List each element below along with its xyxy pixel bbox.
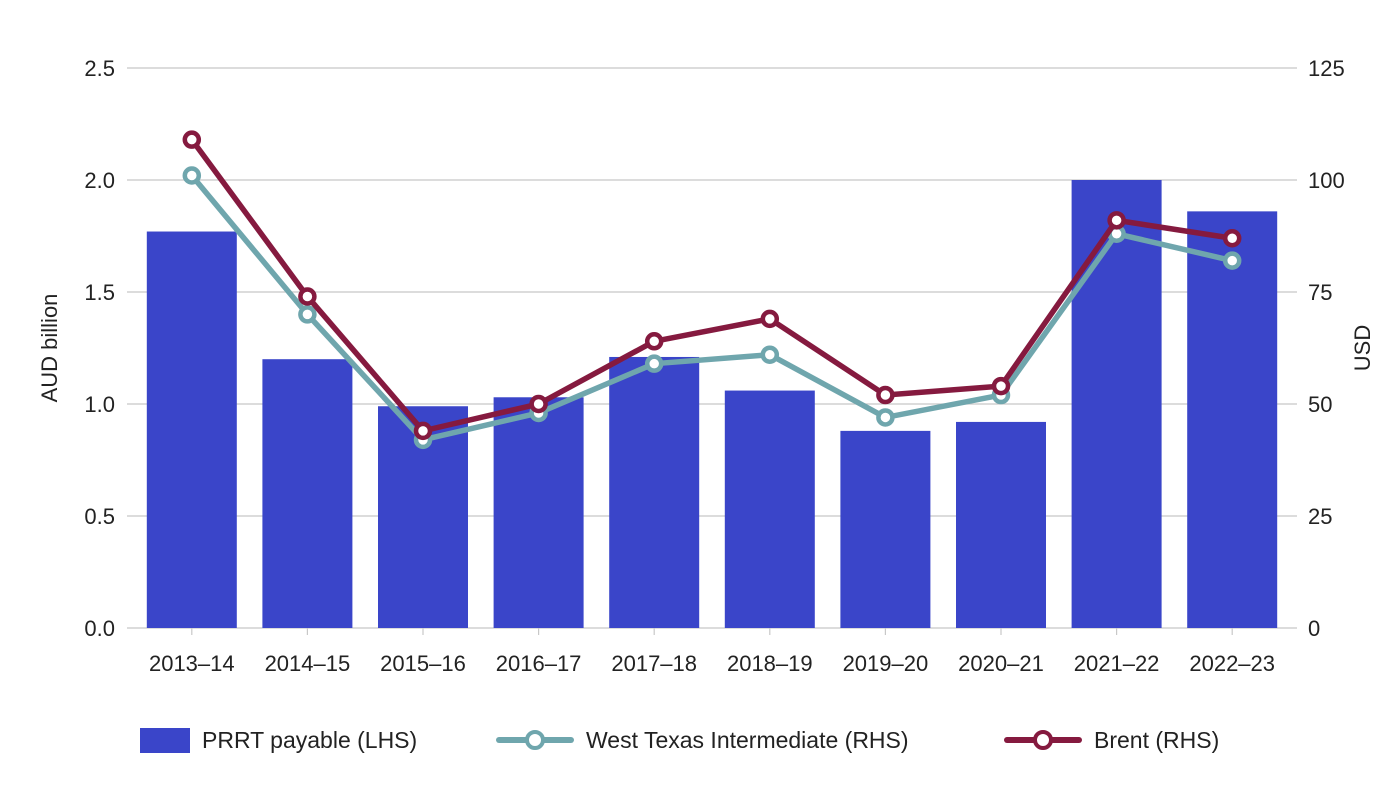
point-wti [182, 166, 202, 185]
point-brent [876, 385, 895, 405]
left-tick-label: 2.5 [84, 56, 115, 81]
x-tick-label: 2015–16 [380, 651, 466, 676]
right-tick-label: 100 [1308, 168, 1345, 193]
point-brent [991, 376, 1011, 396]
legend-item-brent: Brent (RHS) [1004, 722, 1219, 758]
line-brent [189, 138, 1233, 434]
lines [182, 130, 1242, 450]
point-wti [298, 305, 317, 324]
left-tick-label: 2.0 [84, 168, 115, 193]
point-wti [1222, 251, 1242, 270]
x-axis-ticks: 2013–14 2014–15 2015–16 2016–17 2017–18 2018–… [149, 628, 1275, 676]
x-tick-label: 2022–23 [1189, 651, 1275, 676]
legend-item-wti: West Texas Intermediate (RHS) [496, 722, 909, 758]
bar-prrt [1071, 180, 1162, 628]
x-tick-label: 2019–20 [843, 651, 929, 676]
point-brent [1222, 228, 1242, 248]
series-brent [182, 130, 1242, 441]
legend-label-brent: Brent (RHS) [1094, 726, 1220, 753]
x-tick-label: 2020–21 [958, 651, 1044, 676]
right-tick-label: 75 [1308, 280, 1332, 305]
left-tick-label: 0.0 [84, 616, 115, 641]
x-tick-label: 2013–14 [149, 651, 235, 676]
point-brent [760, 309, 780, 329]
point-brent [1107, 211, 1126, 230]
bar-prrt [724, 390, 815, 628]
point-wti [760, 345, 780, 364]
x-tick-label: 2021–22 [1074, 651, 1160, 676]
point-brent [182, 130, 202, 149]
right-tick-label: 50 [1308, 392, 1332, 417]
point-brent [298, 287, 317, 306]
bar-prrt [840, 430, 931, 628]
chart: 0.0 0.5 1.0 1.5 2.0 2.5 0 25 50 75 100 125 2013–14… [37, 56, 1375, 676]
legend: PRRT payable (LHS) West Texas Intermedia… [0, 722, 1378, 762]
point-wti [644, 354, 664, 373]
x-tick-label: 2018–19 [727, 651, 813, 676]
right-tick-label: 125 [1308, 56, 1345, 81]
x-tick-label: 2014–15 [265, 651, 351, 676]
x-tick-label: 2017–18 [611, 651, 697, 676]
legend-swatch-wti [496, 722, 574, 758]
bar-prrt [1187, 211, 1278, 629]
left-tick-label: 1.5 [84, 280, 115, 305]
bar-prrt [146, 231, 237, 628]
point-brent [413, 421, 433, 441]
legend-swatch-brent [1004, 722, 1082, 758]
left-tick-label: 1.0 [84, 392, 115, 417]
bar-prrt [609, 356, 700, 628]
legend-item-prrt: PRRT payable (LHS) [140, 722, 417, 758]
legend-label-wti: West Texas Intermediate (RHS) [586, 726, 909, 753]
right-axis-ticks: 0 25 50 75 100 125 [1308, 56, 1345, 641]
line-wti [189, 173, 1233, 443]
bar-prrt [262, 359, 353, 628]
left-tick-label: 0.5 [84, 504, 115, 529]
left-axis-ticks: 0.0 0.5 1.0 1.5 2.0 2.5 [84, 56, 115, 641]
bars [146, 180, 1278, 629]
left-axis-title: AUD billion [37, 294, 62, 403]
right-axis-title: USD [1350, 325, 1375, 371]
bar-prrt [493, 397, 584, 628]
legend-label-prrt: PRRT payable (LHS) [202, 726, 418, 753]
x-tick-label: 2016–17 [496, 651, 582, 676]
legend-swatch-prrt [140, 727, 190, 753]
right-tick-label: 25 [1308, 504, 1332, 529]
right-tick-label: 0 [1308, 616, 1320, 641]
point-brent [529, 394, 548, 414]
point-brent [644, 332, 664, 351]
bar-prrt [956, 421, 1046, 628]
point-wti [876, 408, 895, 427]
